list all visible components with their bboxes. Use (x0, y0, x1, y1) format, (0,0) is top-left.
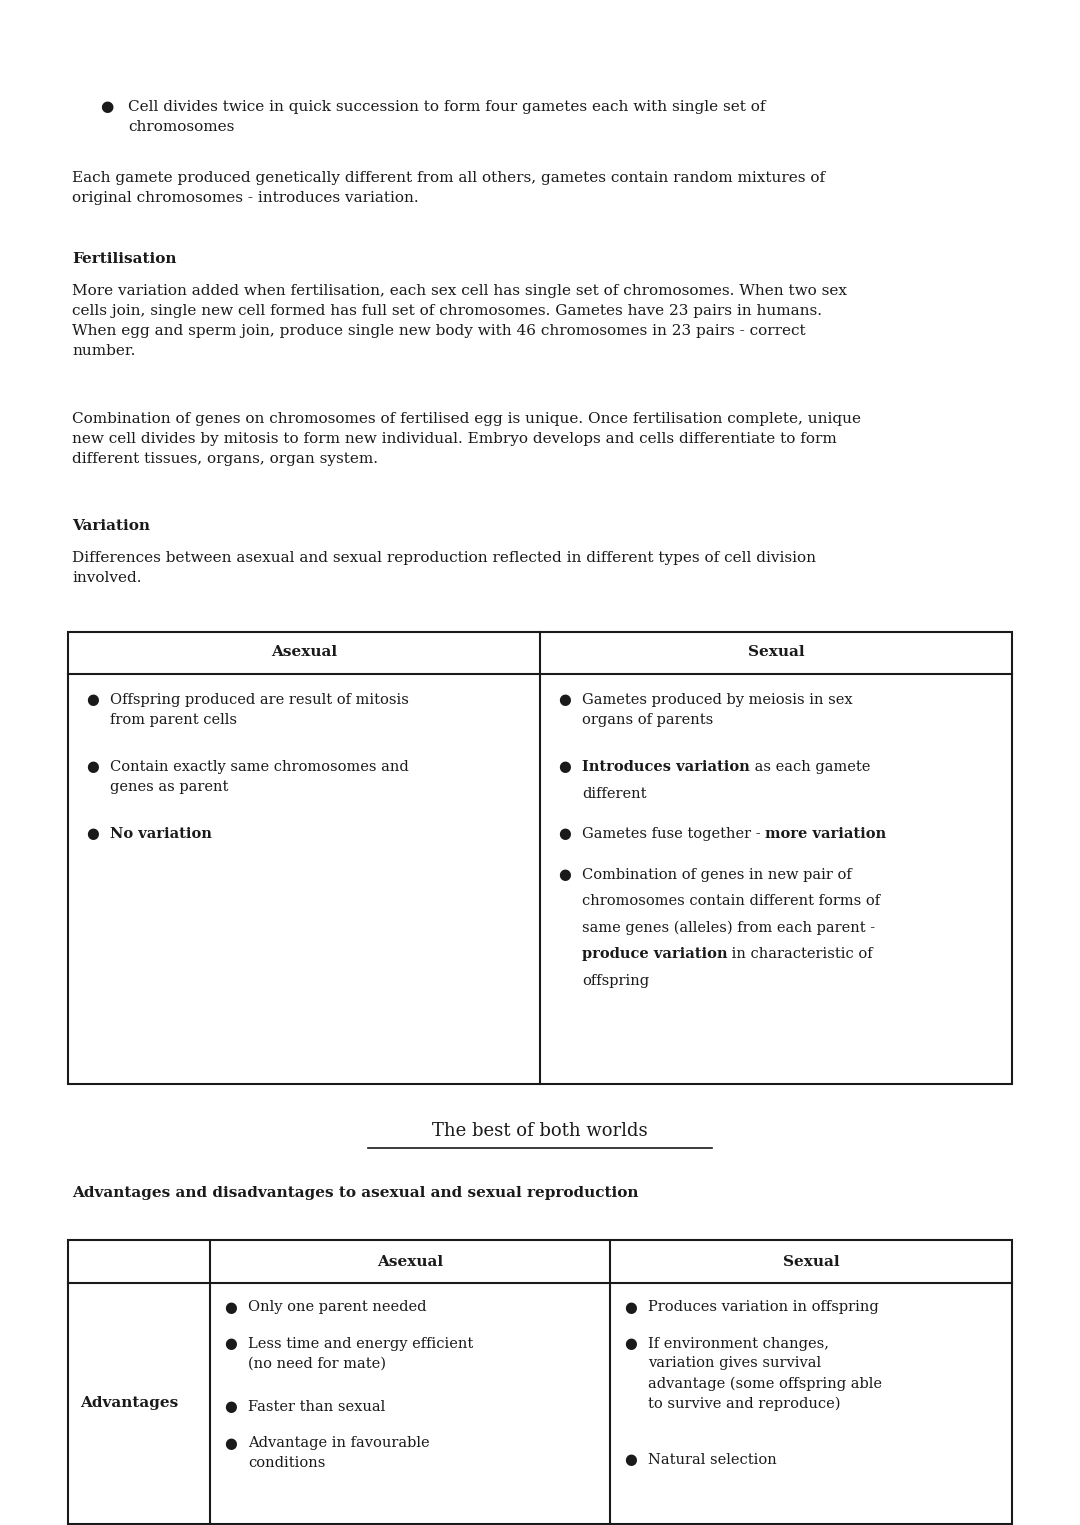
Text: Gametes produced by meiosis in sex
organs of parents: Gametes produced by meiosis in sex organ… (582, 694, 852, 727)
Text: Less time and energy efficient
(no need for mate): Less time and energy efficient (no need … (248, 1337, 473, 1371)
Text: ●: ● (86, 694, 98, 708)
Text: Sexual: Sexual (747, 645, 805, 659)
Text: ●: ● (558, 868, 570, 881)
Text: Combination of genes on chromosomes of fertilised egg is unique. Once fertilisat: Combination of genes on chromosomes of f… (72, 412, 861, 465)
Text: more variation: more variation (766, 828, 887, 842)
Text: Gametes fuse together -: Gametes fuse together - (582, 828, 766, 842)
Text: Asexual: Asexual (377, 1255, 443, 1269)
Text: Combination of genes in new pair of: Combination of genes in new pair of (582, 868, 852, 881)
Text: ●: ● (224, 1437, 237, 1450)
Text: ●: ● (558, 694, 570, 708)
Bar (68, 1240, 1012, 1525)
Text: If environment changes,
variation gives survival
advantage (some offspring able
: If environment changes, variation gives … (648, 1337, 882, 1411)
Text: ●: ● (624, 1301, 637, 1315)
Text: ●: ● (224, 1301, 237, 1315)
Text: Natural selection: Natural selection (648, 1453, 777, 1467)
Text: ●: ● (624, 1337, 637, 1351)
Text: ●: ● (100, 101, 113, 114)
Text: More variation added when fertilisation, each sex cell has single set of chromos: More variation added when fertilisation,… (72, 284, 847, 358)
Text: in characteristic of: in characteristic of (728, 947, 873, 961)
Text: different: different (582, 787, 647, 801)
Text: No variation: No variation (110, 828, 212, 842)
Text: Asexual: Asexual (271, 645, 337, 659)
Text: ●: ● (86, 828, 98, 842)
Text: ●: ● (224, 1337, 237, 1351)
Text: Cell divides twice in quick succession to form four gametes each with single set: Cell divides twice in quick succession t… (129, 101, 766, 134)
Text: Advantages and disadvantages to asexual and sexual reproduction: Advantages and disadvantages to asexual … (72, 1186, 638, 1200)
Text: The best of both worlds: The best of both worlds (432, 1121, 648, 1139)
Text: ●: ● (558, 761, 570, 775)
Text: Fertilisation: Fertilisation (72, 252, 176, 265)
Text: Sexual: Sexual (783, 1255, 839, 1269)
Text: ●: ● (86, 761, 98, 775)
Text: Each gamete produced genetically different from all others, gametes contain rand: Each gamete produced genetically differe… (72, 171, 825, 204)
Text: Faster than sexual: Faster than sexual (248, 1400, 386, 1414)
Text: Only one parent needed: Only one parent needed (248, 1301, 427, 1315)
Text: Contain exactly same chromosomes and
genes as parent: Contain exactly same chromosomes and gen… (110, 761, 408, 795)
Text: chromosomes contain different forms of: chromosomes contain different forms of (582, 895, 880, 909)
Text: same genes (alleles) from each parent -: same genes (alleles) from each parent - (582, 921, 875, 935)
Text: ●: ● (558, 828, 570, 842)
Text: produce variation: produce variation (582, 947, 728, 961)
Text: Advantage in favourable
conditions: Advantage in favourable conditions (248, 1437, 430, 1470)
Text: Produces variation in offspring: Produces variation in offspring (648, 1301, 879, 1315)
Text: offspring: offspring (582, 974, 649, 988)
Text: Introduces variation: Introduces variation (582, 761, 750, 775)
Text: ●: ● (224, 1400, 237, 1414)
Text: as each gamete: as each gamete (750, 761, 870, 775)
Text: Differences between asexual and sexual reproduction reflected in different types: Differences between asexual and sexual r… (72, 551, 816, 584)
Text: ●: ● (624, 1453, 637, 1467)
Bar (68, 631, 1012, 1083)
Text: Advantages: Advantages (80, 1397, 178, 1411)
Text: Variation: Variation (72, 518, 150, 534)
Text: Offspring produced are result of mitosis
from parent cells: Offspring produced are result of mitosis… (110, 694, 409, 727)
